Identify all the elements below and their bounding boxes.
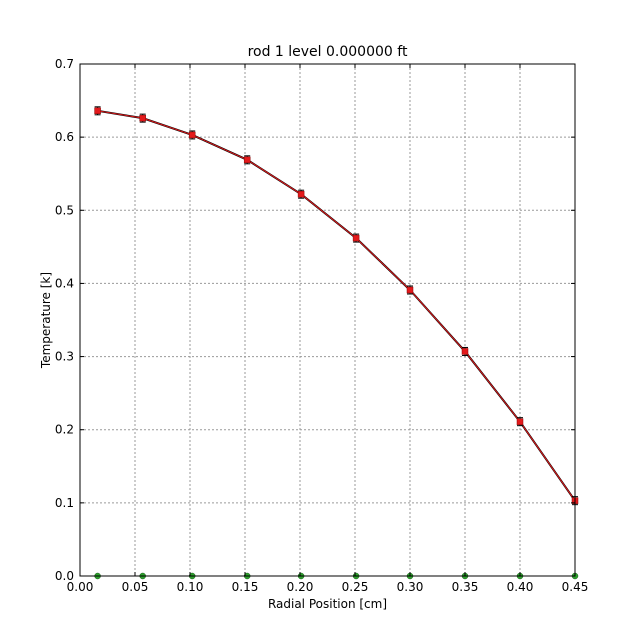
- x-tick-label: 0.25: [342, 580, 369, 594]
- data-point-marker: [297, 190, 305, 198]
- grid-lines: [80, 64, 575, 576]
- data-point-marker: [352, 234, 360, 242]
- series-2: [94, 106, 579, 506]
- data-point-marker: [461, 348, 469, 355]
- x-tick-label: 0.40: [507, 580, 534, 594]
- x-tick-label: 0.35: [452, 580, 479, 594]
- x-tick-label: 0.05: [122, 580, 149, 594]
- y-tick-label: 0.7: [55, 57, 74, 71]
- y-tick-label: 0.1: [55, 496, 74, 510]
- plot-frame: [79, 63, 576, 577]
- chart-title: rod 1 level 0.000000 ft: [248, 44, 408, 60]
- ticks: 0.00 0.05 0.10 0.15 0.20 0.25 0.30 0.35 0.40 0.45…: [55, 57, 588, 594]
- data-point-marker: [188, 131, 196, 139]
- y-tick-label: 0.0: [55, 569, 74, 583]
- y-tick-label: 0.3: [55, 350, 74, 364]
- data-point-marker: [94, 107, 101, 115]
- data-point-marker: [243, 156, 251, 164]
- series-line: [97, 110, 576, 501]
- data-point-marker: [139, 114, 146, 122]
- data-point-marker: [406, 286, 414, 294]
- y-tick-label: 0.6: [55, 130, 74, 144]
- x-tick-label: 0.10: [177, 580, 204, 594]
- data-point-marker: [516, 418, 524, 425]
- y-axis-label: Temperature [k]: [39, 272, 53, 369]
- x-tick-label: 0.20: [287, 580, 314, 594]
- y-tick-label: 0.2: [55, 423, 74, 437]
- x-tick-label: 0.30: [397, 580, 424, 594]
- x-tick-label: 0.00: [67, 580, 94, 594]
- x-tick-label: 0.45: [562, 580, 589, 594]
- series-layer: [94, 106, 579, 580]
- y-tick-label: 0.5: [55, 203, 74, 217]
- y-tick-label: 0.4: [55, 276, 74, 290]
- x-tick-label: 0.15: [232, 580, 259, 594]
- x-axis-label: Radial Position [cm]: [268, 597, 387, 611]
